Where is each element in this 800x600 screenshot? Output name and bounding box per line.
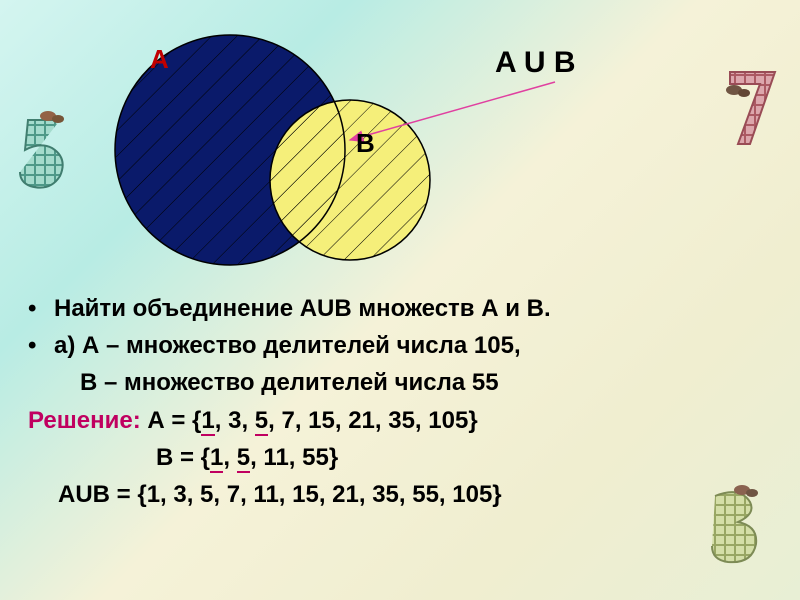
set-b-el-5: 5 [237, 444, 250, 473]
label-a-union-b: A U B [495, 46, 576, 80]
set-b-el-1: 1 [210, 444, 223, 473]
task-line-2-text: а) А – множество делителей числа 105, [54, 332, 521, 359]
set-b-prefix: В = { [156, 444, 210, 471]
set-a-prefix: А = { [141, 407, 202, 434]
set-b-sep-1: , [223, 444, 236, 471]
label-a: А [150, 44, 169, 74]
set-b-rest: , 11, 55} [250, 444, 338, 471]
solution-label: Решение: [28, 407, 141, 434]
task-line-1: Найти объединение АUВ множеств А и В. [28, 290, 772, 327]
task-line-3: В – множество делителей числа 55 [28, 364, 772, 401]
label-b: В [356, 128, 375, 158]
task-line-2: а) А – множество делителей числа 105, [28, 327, 772, 364]
venn-diagram: А В [100, 20, 660, 280]
solution-line-aub: АUВ = {1, 3, 5, 7, 11, 15, 21, 35, 55, 1… [28, 476, 772, 513]
set-a-sep-1: , 3, [215, 407, 255, 434]
solution-line-b: В = {1, 5, 11, 55} [28, 439, 772, 476]
text-content: Найти объединение АUВ множеств А и В. а)… [28, 290, 772, 513]
task-line-1-text: Найти объединение АUВ множеств А и В. [54, 295, 551, 322]
set-a-rest: , 7, 15, 21, 35, 105} [268, 407, 478, 434]
solution-line-a: Решение: А = {1, 3, 5, 7, 15, 21, 35, 10… [28, 402, 772, 439]
set-a-el-1: 1 [201, 407, 214, 436]
set-a-el-5: 5 [255, 407, 268, 436]
